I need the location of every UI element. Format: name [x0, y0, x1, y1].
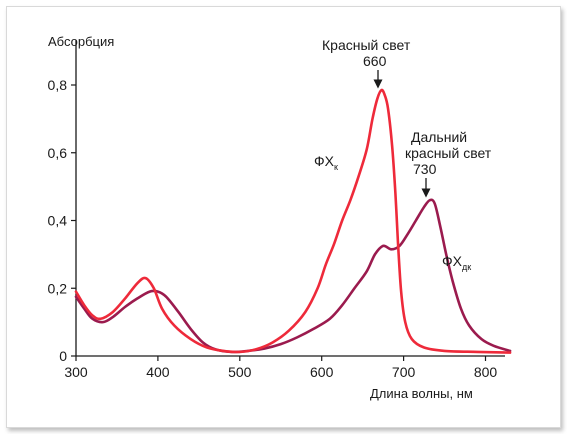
- y-tick-label: 0,2: [48, 280, 68, 296]
- annotation-red-light-wavelength: 660: [363, 53, 387, 69]
- series-line-phk: [74, 88, 512, 354]
- x-tick-label: 700: [392, 364, 416, 380]
- y-tick-label: 0,6: [48, 145, 68, 161]
- x-tick-label: 300: [64, 364, 88, 380]
- series-layer: [74, 88, 512, 354]
- y-tick-label: 0: [59, 348, 67, 364]
- annotation-red-light-label: Красный свет: [322, 37, 411, 53]
- x-tick-label: 500: [228, 364, 252, 380]
- y-tick-label: 0,4: [48, 213, 68, 229]
- x-tick-label: 600: [310, 364, 334, 380]
- annotation-farred-label-line2: красный свет: [405, 145, 492, 161]
- x-tick-label: 400: [146, 364, 170, 380]
- annotation-farred-wavelength: 730: [413, 161, 437, 177]
- series-line-phdk: [74, 198, 512, 354]
- series-label-phk: ФХк: [314, 153, 338, 172]
- x-axis-title: Длина волны, нм: [370, 386, 473, 401]
- axis-ticks: 300 400 500 600 700 800 0 0,2 0,4 0,6 0,8: [48, 77, 498, 380]
- chart-frame: [6, 6, 561, 428]
- y-axis-title: Абсорбция: [48, 34, 114, 49]
- x-tick-label: 800: [474, 364, 498, 380]
- y-tick-label: 0,8: [48, 77, 68, 93]
- annotation-farred-label-line1: Дальний: [411, 129, 467, 145]
- series-label-phdk: ФХдк: [442, 253, 471, 272]
